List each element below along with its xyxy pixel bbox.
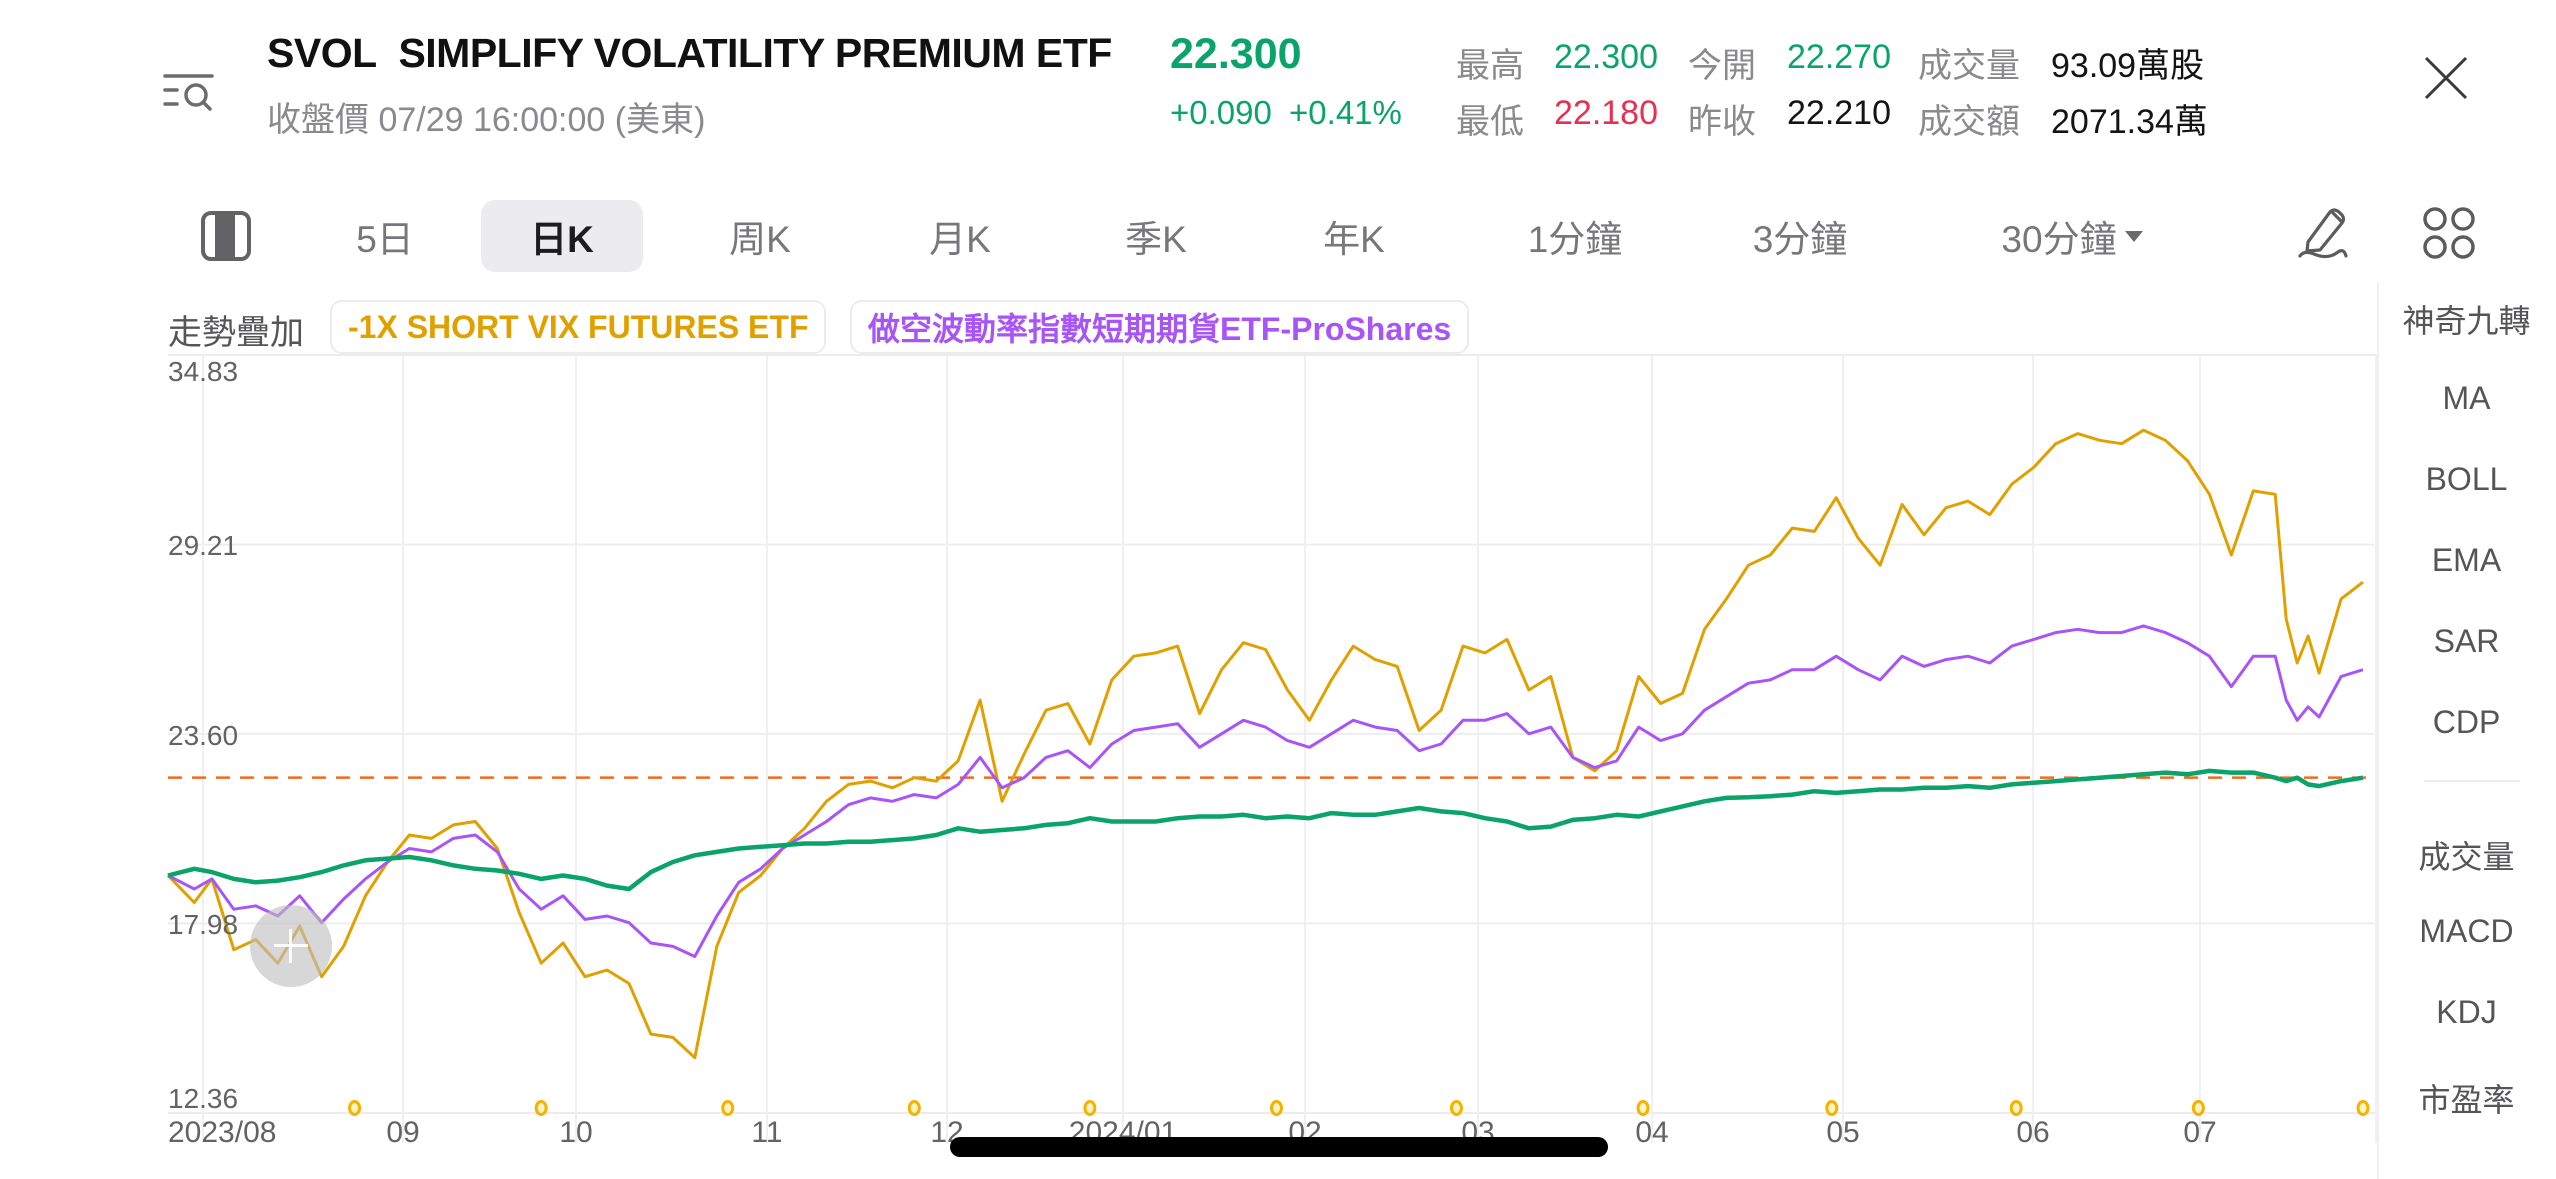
volume-value: 93.09萬股	[2051, 47, 2205, 85]
x-tick-label: 04	[1635, 1116, 1669, 1149]
tab-weekly-k[interactable]: 周K	[729, 219, 791, 260]
grid-icon[interactable]	[2422, 206, 2476, 260]
overlay-chip-svix[interactable]: -1X SHORT VIX FUTURES ETF	[330, 300, 827, 354]
indicator-pe-ratio[interactable]: 市盈率	[2418, 1082, 2515, 1118]
dividend-marker-icon[interactable]	[1825, 1100, 1839, 1116]
change-value: +0.090	[1170, 94, 1272, 131]
series-line-svol	[167, 768, 2364, 892]
last-price: 22.300	[1170, 30, 1302, 78]
tab-5-day[interactable]: 5日	[356, 219, 414, 260]
close-time-status: 收盤價 07/29 16:00:00 (美東)	[267, 101, 706, 139]
dividend-marker-icon[interactable]	[348, 1100, 362, 1116]
indicator-cdp[interactable]: CDP	[2432, 704, 2501, 740]
tab-1-min[interactable]: 1分鐘	[1527, 219, 1623, 260]
y-tick-label: 23.60	[168, 720, 239, 751]
indicator-ma[interactable]: MA	[2442, 380, 2491, 416]
dividend-marker-icon[interactable]	[1083, 1100, 1097, 1116]
caret-down-icon	[2124, 230, 2143, 242]
indicator-magic-nine[interactable]: 神奇九轉	[2402, 303, 2531, 339]
tab-daily-k[interactable]: 日K	[481, 200, 643, 272]
x-tick-label: 09	[386, 1116, 420, 1149]
indicator-divider	[2424, 780, 2520, 782]
y-tick-label: 29.21	[168, 530, 239, 561]
crosshair-button[interactable]	[250, 905, 332, 987]
prev-close-label: 昨收	[1688, 103, 1756, 141]
indicator-volume[interactable]: 成交量	[2418, 839, 2515, 875]
x-tick-label: 11	[751, 1116, 783, 1149]
dividend-marker-icon[interactable]	[907, 1100, 921, 1116]
indicator-boll[interactable]: BOLL	[2425, 461, 2508, 497]
low-label: 最低	[1456, 103, 1524, 141]
overlay-label: 走勢疊加	[168, 314, 304, 352]
change-percent: +0.41%	[1289, 94, 1402, 131]
open-label: 今開	[1688, 47, 1756, 85]
price-change: +0.090 +0.41%	[1170, 94, 1402, 132]
volume-label: 成交量	[1918, 47, 2020, 85]
y-tick-label: 17.98	[168, 909, 239, 940]
overlay-chip-svxy[interactable]: 做空波動率指數短期期貨ETF-ProShares	[850, 300, 1470, 354]
stock-title: SVOL SIMPLIFY VOLATILITY PREMIUM ETF	[267, 30, 1112, 77]
close-icon[interactable]	[2418, 50, 2474, 106]
dividend-marker-icon[interactable]	[2356, 1100, 2370, 1116]
turnover-value: 2071.34萬	[2051, 103, 2208, 141]
tab-monthly-k[interactable]: 月K	[929, 219, 991, 260]
indicator-ema[interactable]: EMA	[2431, 542, 2502, 578]
indicator-kdj[interactable]: KDJ	[2436, 994, 2497, 1030]
pencil-icon[interactable]	[2294, 204, 2352, 262]
dividend-marker-icon[interactable]	[721, 1100, 735, 1116]
x-tick-label: 2023/08	[168, 1116, 277, 1149]
tab-yearly-k[interactable]: 年K	[1323, 219, 1385, 260]
dividend-marker-icon[interactable]	[1636, 1100, 1650, 1116]
home-indicator[interactable]	[950, 1137, 1608, 1157]
indicator-sar[interactable]: SAR	[2433, 623, 2500, 659]
dividend-marker-icon[interactable]	[534, 1100, 548, 1116]
series-line-svix	[166, 428, 2364, 1060]
menu-search-icon[interactable]	[160, 62, 216, 118]
layout-toggle-icon[interactable]	[200, 210, 252, 262]
ticker-symbol: SVOL	[267, 30, 377, 76]
x-tick-label: 10	[559, 1116, 593, 1149]
tab-30-min-dropdown[interactable]: 30分鐘	[1972, 200, 2172, 272]
indicator-macd[interactable]: MACD	[2419, 913, 2514, 949]
tab-3-min[interactable]: 3分鐘	[1752, 219, 1848, 260]
x-tick-label: 06	[2016, 1116, 2050, 1149]
high-label: 最高	[1456, 47, 1524, 85]
dividend-marker-icon[interactable]	[1269, 1100, 1283, 1116]
dividend-marker-icon[interactable]	[2191, 1100, 2205, 1116]
dividend-marker-icon[interactable]	[2009, 1100, 2023, 1116]
high-value: 22.300	[1554, 38, 1658, 76]
x-tick-label: 07	[2183, 1116, 2217, 1149]
tab-30-min-label: 30分鐘	[2001, 219, 2117, 260]
indicator-panel	[2377, 282, 2556, 1179]
open-value: 22.270	[1787, 38, 1891, 76]
series-line-svxy	[167, 624, 2364, 958]
low-value: 22.180	[1554, 94, 1658, 132]
dividend-marker-icon[interactable]	[1449, 1100, 1463, 1116]
turnover-label: 成交額	[1918, 103, 2020, 141]
y-tick-label: 12.36	[168, 1083, 239, 1114]
x-tick-label: 05	[1826, 1116, 1860, 1149]
y-tick-label: 34.83	[168, 356, 239, 387]
prev-close-value: 22.210	[1787, 94, 1891, 132]
stock-name: SIMPLIFY VOLATILITY PREMIUM ETF	[398, 30, 1112, 76]
tab-quarterly-k[interactable]: 季K	[1125, 219, 1187, 260]
